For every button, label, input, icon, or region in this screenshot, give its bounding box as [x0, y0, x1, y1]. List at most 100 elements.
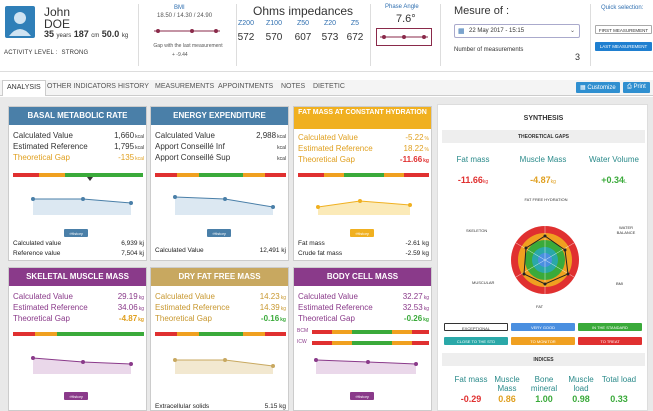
- card-energy-expenditure: ENERGY EXPENDITURE Calculated Value 2,988…: [150, 106, 289, 261]
- bmi-label: BMI: [174, 5, 185, 11]
- ohm-value-z100: 570: [265, 32, 283, 43]
- patient-header: John DOE 35 years 187 cm 50.0 kg ACTIVIT…: [0, 0, 653, 72]
- row-label: Apport Conseillé Sup: [155, 153, 231, 162]
- row-value: -4.87: [118, 314, 138, 323]
- history-label: History: [356, 231, 369, 236]
- synthesis-panel: SYNTHESIS THEORETICAL GAPS Fat mass Musc…: [437, 104, 648, 411]
- phase-angle-label: Phase Angle: [385, 4, 419, 10]
- first-measurement-button[interactable]: FIRST MEASUREMENT: [595, 25, 652, 34]
- row-calculated-value: Calculated Value 29.19kg: [13, 292, 144, 302]
- customize-button[interactable]: ▦ Customize: [576, 82, 620, 93]
- row-label: Estimated Reference: [298, 303, 373, 312]
- bmi-trend-chart: [154, 29, 220, 33]
- row-label: Apport Conseillé Inf: [155, 142, 225, 151]
- ohm-value-z20: 573: [321, 32, 339, 43]
- row-value: 18.22: [403, 144, 424, 153]
- card-fat-mass: FAT MASS AT CONSTANT HYDRATION Calculate…: [293, 106, 432, 261]
- ee-chart: [155, 173, 286, 215]
- row-label: Theoretical Gap: [13, 153, 70, 162]
- legend-exceptional: EXCEPTIONAL: [444, 323, 508, 331]
- print-button[interactable]: ⎙ Print: [623, 82, 650, 93]
- history-label: History: [213, 231, 226, 236]
- row-value: 1,660: [114, 131, 135, 140]
- row-unit: kg: [423, 295, 429, 301]
- measure-date-select[interactable]: ▦ 22 May 2017 - 15:15 ⌄: [454, 24, 580, 38]
- history-button[interactable]: ▫History: [64, 229, 88, 237]
- divider: [370, 4, 371, 66]
- card-title: BASAL METABOLIC RATE: [9, 107, 146, 125]
- history-button[interactable]: ▫History: [64, 392, 88, 400]
- row-label: Theoretical Gap: [298, 155, 355, 164]
- row-label: Estimated Reference: [155, 303, 230, 312]
- radar-label-bottom: FAT: [536, 304, 544, 309]
- row-theoretical-gap: Theoretical Gap -0.26kg: [298, 314, 429, 324]
- calendar-icon: ▦: [458, 28, 465, 35]
- row-estimated-reference: Estimated Reference 1,795kcal: [13, 142, 144, 152]
- row-unit: kcal: [135, 145, 144, 151]
- row-unit: kg: [138, 306, 144, 312]
- avatar: [5, 6, 35, 38]
- bmi-point: [190, 29, 194, 33]
- row-value: 32.27: [402, 292, 423, 301]
- bcm-bar-label: BCM: [297, 328, 309, 334]
- row-unit: kg: [138, 295, 144, 301]
- ohm-value-z50: 607: [294, 32, 312, 43]
- tab-history[interactable]: HISTORY: [118, 83, 149, 90]
- index-label-muscle-mass: Muscle Mass: [494, 375, 520, 393]
- history-button[interactable]: ▫History: [207, 229, 231, 237]
- theoretical-gaps-title: THEORETICAL GAPS: [442, 130, 645, 143]
- history-button[interactable]: ▫History: [350, 229, 374, 237]
- legend-very-good: VERY GOOD: [511, 323, 575, 331]
- weight-value: 50.0: [101, 29, 120, 39]
- tab-analysis[interactable]: ANALYSIS: [2, 80, 46, 96]
- bottom-unit: kg: [422, 240, 429, 247]
- row-label: Theoretical Gap: [155, 314, 212, 323]
- bottom-value: -2.59: [405, 250, 421, 257]
- row-calculated-value: Calculated Value 14.23kg: [155, 292, 286, 302]
- activity-value: STRONG: [61, 50, 89, 56]
- bcm-chart: [312, 330, 429, 374]
- gap-unit: kg: [550, 179, 556, 185]
- gap-unit: L: [624, 179, 627, 185]
- last-measurement-button[interactable]: LAST MEASUREMENT: [595, 42, 652, 51]
- tab-notes[interactable]: NOTES: [281, 83, 306, 90]
- tab-dietetic[interactable]: DIETETIC: [313, 83, 345, 90]
- card-body-cell-mass: BODY CELL MASS Calculated Value 32.27kg E…: [293, 267, 432, 411]
- tab-appointments[interactable]: APPOINTMENTS: [218, 83, 274, 90]
- age-unit: years: [56, 33, 72, 39]
- tab-measurements[interactable]: MEASUREMENTS: [155, 83, 215, 90]
- row-value: 14.23: [259, 292, 280, 301]
- radar-label-bottom-right: BMI: [616, 281, 624, 286]
- gap-label-water-volume: Water Volume: [589, 155, 639, 164]
- ohms-title: Ohms impedances: [253, 4, 354, 18]
- bottom-label: Calculated Value: [155, 247, 204, 254]
- bmi-point: [156, 29, 160, 33]
- history-button[interactable]: ▫History: [350, 392, 374, 400]
- row-theoretical-gap: Theoretical Gap -11.66kg: [298, 155, 429, 165]
- quick-selection-label: Quick selection:: [601, 5, 644, 11]
- tab-bar: ANALYSIS OTHER INDICATORS HISTORY MEASUR…: [0, 80, 653, 96]
- row-estimated-reference: Estimated Reference 14.39kg: [155, 303, 286, 313]
- divider: [590, 4, 591, 66]
- bottom-row: Reference value 7,504 kj: [13, 250, 144, 257]
- patient-first-name: John: [44, 5, 71, 19]
- row-unit: %: [424, 147, 429, 153]
- bottom-value: 7,504: [121, 250, 138, 257]
- row-value: -0.26: [403, 314, 423, 323]
- row-unit: kg: [280, 295, 286, 301]
- card-basal-metabolic-rate: BASAL METABOLIC RATE Calculated Value 1,6…: [8, 106, 147, 261]
- phase-point: [422, 35, 426, 39]
- legend-close-to-std: CLOSE TO THE STD: [444, 337, 508, 345]
- row-calculated-value: Calculated Value 1,660kcal: [13, 131, 144, 141]
- fm-chart: [298, 173, 429, 215]
- tab-other-indicators[interactable]: OTHER INDICATORS: [47, 83, 116, 90]
- age-value: 35: [44, 29, 55, 39]
- bottom-row: Calculated value 6,939 kj: [13, 240, 144, 247]
- bottom-unit: kj: [139, 250, 144, 257]
- gap-value: +0.34: [601, 175, 624, 185]
- row-value: 29.19: [117, 292, 138, 301]
- row-apport-sup: Apport Conseillé Sup kcal: [155, 153, 286, 163]
- measure-date: 22 May 2017 - 15:15: [469, 28, 525, 34]
- history-label: History: [70, 394, 83, 399]
- bottom-label: Calculated value: [13, 240, 62, 247]
